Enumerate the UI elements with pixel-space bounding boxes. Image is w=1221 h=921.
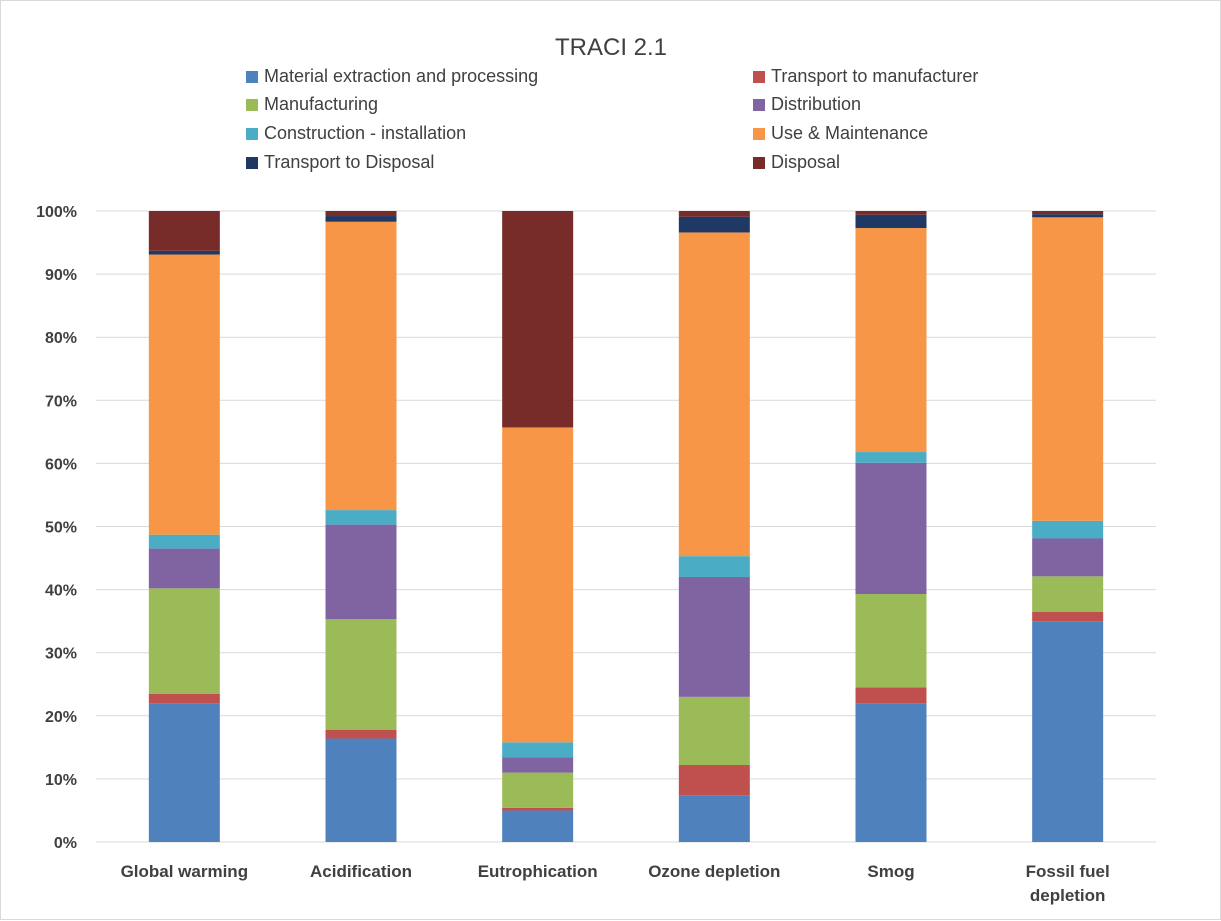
bar-segment bbox=[149, 588, 220, 693]
bar-segment bbox=[149, 694, 220, 703]
bar-segment bbox=[856, 452, 927, 463]
bar-segment bbox=[326, 525, 397, 620]
x-category-label: Acidification bbox=[310, 862, 412, 881]
bar-segment bbox=[326, 222, 397, 510]
legend-label: Material extraction and processing bbox=[264, 66, 538, 86]
bar-segment bbox=[856, 463, 927, 594]
bar-segment bbox=[502, 742, 573, 757]
bar-segment bbox=[679, 795, 750, 842]
legend-swatch bbox=[246, 157, 258, 169]
bar-segment bbox=[856, 703, 927, 842]
bar-segment bbox=[679, 765, 750, 795]
y-tick-label: 0% bbox=[54, 835, 77, 852]
bar-segment bbox=[1032, 612, 1103, 621]
x-axis: Global warming Acidification Eutrophicatio… bbox=[121, 862, 1110, 905]
y-axis: 0% 10% 20% 30% 40% 50% 60% 70% 80% 90% 100% bbox=[36, 204, 77, 852]
bar-segment bbox=[679, 217, 750, 233]
bar-segment bbox=[502, 427, 573, 742]
legend-label: Manufacturing bbox=[264, 94, 378, 114]
y-tick-label: 50% bbox=[45, 520, 77, 537]
legend-label: Transport to manufacturer bbox=[771, 66, 978, 86]
y-tick-label: 90% bbox=[45, 267, 77, 284]
bar-segment bbox=[856, 215, 927, 228]
bar-segment bbox=[326, 730, 397, 739]
legend-swatch bbox=[246, 71, 258, 83]
bar-segment bbox=[502, 757, 573, 772]
bar-segment bbox=[856, 211, 927, 215]
y-tick-label: 20% bbox=[45, 709, 77, 726]
legend-label: Use & Maintenance bbox=[771, 123, 928, 143]
bar-segment bbox=[149, 703, 220, 842]
bar-segment bbox=[1032, 576, 1103, 611]
bar-segment bbox=[1032, 217, 1103, 521]
legend-label: Disposal bbox=[771, 152, 840, 172]
bar-segment bbox=[856, 228, 927, 452]
bar-segment bbox=[326, 619, 397, 729]
legend: Material extraction and processing Transp… bbox=[246, 66, 978, 172]
bar-segment bbox=[679, 232, 750, 556]
bar-segment bbox=[1032, 538, 1103, 576]
legend-swatch bbox=[753, 99, 765, 111]
legend-label: Construction - installation bbox=[264, 123, 466, 143]
y-tick-label: 60% bbox=[45, 456, 77, 473]
legend-swatch bbox=[246, 99, 258, 111]
legend-label: Distribution bbox=[771, 94, 861, 114]
y-tick-label: 80% bbox=[45, 330, 77, 347]
bar-segment bbox=[502, 808, 573, 811]
bar-segment bbox=[149, 535, 220, 549]
y-tick-label: 10% bbox=[45, 772, 77, 789]
y-tick-label: 100% bbox=[36, 204, 77, 221]
y-tick-label: 30% bbox=[45, 646, 77, 663]
bar-segment bbox=[326, 739, 397, 842]
bar-segment bbox=[679, 577, 750, 697]
legend-swatch bbox=[753, 71, 765, 83]
y-tick-label: 70% bbox=[45, 393, 77, 410]
bar-segment bbox=[679, 211, 750, 217]
bar-segment bbox=[326, 211, 397, 216]
bar-segment bbox=[149, 255, 220, 535]
legend-swatch bbox=[753, 128, 765, 140]
x-category-label: Fossil fuel depletion bbox=[1026, 862, 1110, 905]
x-category-label: Smog bbox=[867, 862, 914, 881]
bar-segment bbox=[856, 594, 927, 687]
bar-segment bbox=[326, 216, 397, 222]
bar-segment bbox=[502, 773, 573, 808]
legend-swatch bbox=[246, 128, 258, 140]
legend-swatch bbox=[753, 157, 765, 169]
bar-segment bbox=[856, 687, 927, 703]
chart-title: TRACI 2.1 bbox=[555, 34, 667, 61]
bar-segment bbox=[679, 697, 750, 765]
bar-segment bbox=[149, 211, 220, 251]
x-category-label: Ozone depletion bbox=[648, 862, 780, 881]
x-category-label: Global warming bbox=[121, 862, 249, 881]
legend-label: Transport to Disposal bbox=[264, 152, 434, 172]
bar-segment bbox=[149, 549, 220, 589]
x-category-label: Eutrophication bbox=[478, 862, 598, 881]
gridlines bbox=[96, 211, 1156, 842]
bar-segment bbox=[326, 510, 397, 525]
bar-segment bbox=[1032, 211, 1103, 214]
bar-segment bbox=[502, 211, 573, 427]
bar-segment bbox=[149, 251, 220, 255]
bar-segment bbox=[502, 810, 573, 842]
bar-segment bbox=[1032, 214, 1103, 217]
bar-segment bbox=[1032, 621, 1103, 842]
bar-segment bbox=[679, 556, 750, 577]
y-tick-label: 40% bbox=[45, 583, 77, 600]
bar-segment bbox=[1032, 521, 1103, 539]
